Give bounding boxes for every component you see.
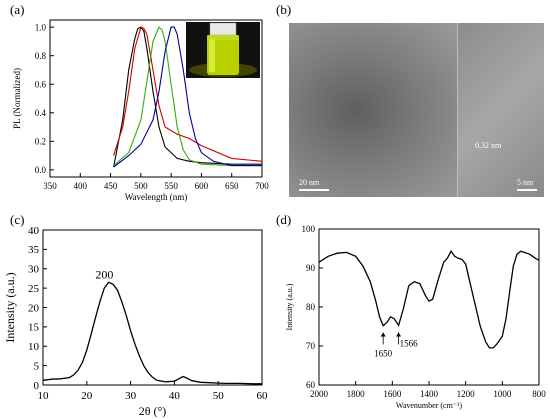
x-tick-label: 700 [255, 181, 269, 191]
y-tick-label: 0.6 [35, 79, 47, 89]
y-tick-label: 15 [28, 322, 40, 334]
y-tick-label: 0.0 [35, 165, 47, 175]
x-tick-label: 450 [104, 181, 118, 191]
pl-spectra-chart: 350 400 450 500 550 600 650 700 0.0 0.2 0.4 0.6 0.8 1… [12, 19, 269, 202]
peak-annotation: 1650 [374, 349, 393, 359]
series-line [42, 281, 262, 385]
panel-label-d: (d) [276, 212, 292, 227]
x-tick-label: 10 [38, 390, 50, 402]
series-line [113, 26, 262, 168]
plot-frame [42, 229, 263, 386]
tem-image: 20 nm 5 nm 0.32 nm [289, 23, 544, 197]
y-tick-label: 20 [28, 302, 40, 314]
tem-divider [457, 23, 458, 197]
x-tick-label: 60 [257, 390, 269, 402]
x-tick-label: 650 [225, 181, 239, 191]
y-tick-label: 10 [28, 341, 40, 353]
x-tick-label: 1800 [347, 389, 366, 399]
y-tick-label: 5 [34, 360, 40, 372]
annotation-arrowhead [396, 332, 402, 337]
x-tick-label: 400 [74, 181, 88, 191]
y-tick-label: 0.8 [35, 51, 47, 61]
x-tick-label: 40 [169, 390, 181, 402]
panel-label-c: (c) [10, 212, 25, 227]
annotation-arrowhead [380, 332, 386, 337]
x-tick-label: 1400 [420, 389, 439, 399]
vial-photo-inset [186, 22, 260, 78]
y-axis-label: PL (Normalized) [12, 68, 22, 129]
tem-hrtem-inset [457, 23, 544, 197]
x-tick-label: 1000 [493, 389, 512, 399]
y-tick-label: 90 [306, 263, 316, 273]
y-tick-label: 25 [28, 283, 40, 295]
series-line [113, 26, 262, 167]
y-tick-label: 80 [306, 302, 316, 312]
panel-label-b: (b) [276, 2, 292, 17]
y-tick-label: 0.2 [35, 136, 46, 146]
x-tick-label: 20 [81, 390, 93, 402]
y-tick-label: 60 [306, 380, 316, 390]
x-tick-label: 1600 [383, 389, 402, 399]
y-tick-label: 0.4 [35, 108, 47, 118]
x-axis-label: 2θ (°) [139, 404, 167, 418]
x-tick-label: 1200 [457, 389, 476, 399]
x-axis-label: Wavelength (nm) [125, 192, 188, 202]
y-tick-label: 35 [28, 244, 40, 256]
scale-label-main: 20 nm [299, 178, 320, 187]
plot-frame [49, 19, 263, 178]
x-tick-label: 2000 [310, 389, 329, 399]
panel-label-a: (a) [10, 2, 25, 17]
y-tick-label: 0 [34, 380, 40, 392]
y-axis-label: Intensity (a.u.) [285, 283, 294, 330]
tem-main-region [289, 23, 457, 197]
y-tick-label: 100 [302, 224, 316, 234]
x-tick-label: 350 [43, 181, 57, 191]
scale-label-inset: 5 nm [517, 178, 534, 187]
x-axis-label: Wavenumber (cm⁻¹) [396, 401, 463, 410]
y-tick-label: 30 [28, 264, 40, 276]
lattice-spacing-label: 0.32 nm [475, 141, 502, 150]
plot-frame [318, 228, 540, 386]
peak-annotation: 1566 [400, 339, 419, 349]
x-tick-label: 550 [164, 181, 178, 191]
x-tick-label: 600 [195, 181, 209, 191]
x-tick-label: 30 [125, 390, 137, 402]
peak-annotation: 200 [95, 267, 113, 281]
x-tick-label: 500 [134, 181, 148, 191]
y-tick-label: 1.0 [35, 22, 47, 32]
y-tick-label: 40 [28, 225, 40, 237]
scale-bar-main [299, 189, 329, 191]
y-tick-label: 70 [306, 341, 316, 351]
x-tick-label: 800 [532, 389, 546, 399]
y-axis-label: Intensity (a.u.) [3, 272, 17, 342]
x-tick-label: 50 [213, 390, 225, 402]
ftir-chart: 2000 1800 1600 1400 1200 1000 800 60 70 80 90 100 Wa… [285, 224, 546, 410]
series-line [318, 249, 540, 349]
scale-bar-inset [517, 189, 537, 191]
